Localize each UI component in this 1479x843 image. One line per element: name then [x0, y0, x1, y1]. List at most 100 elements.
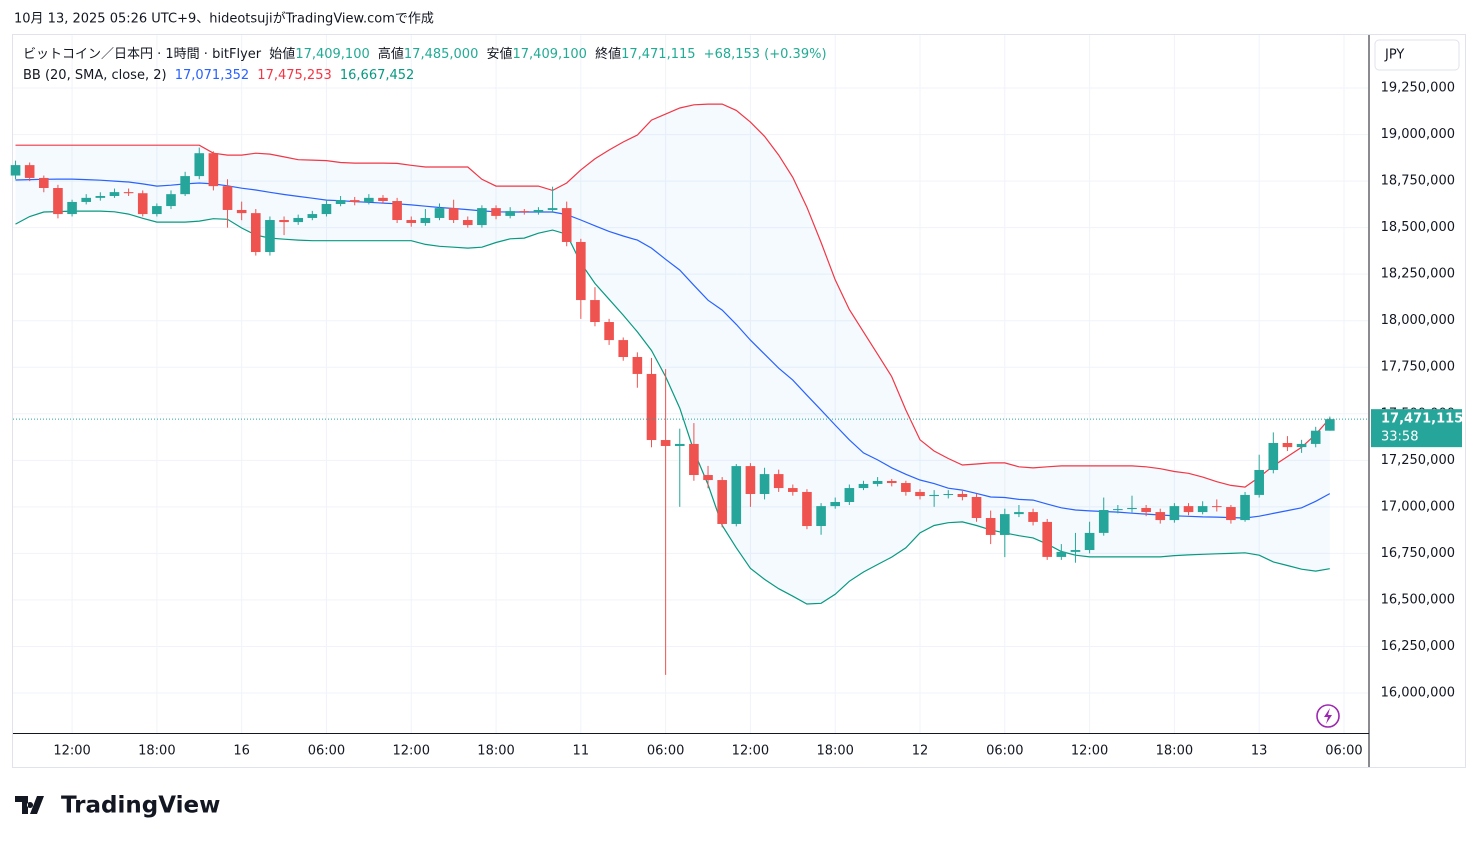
x-tick-label: 06:00 [308, 744, 345, 759]
candle-body [1183, 506, 1194, 513]
x-tick-label: 12:00 [732, 744, 769, 759]
x-tick-label: 12 [912, 744, 929, 759]
y-tick-label: 17,000,000 [1381, 499, 1455, 514]
candle-body [1268, 443, 1279, 470]
candle-body [1169, 506, 1180, 521]
legend-line: ビットコイン／日本円 · 1時間 · bitFlyer 始値 17,409,100… [23, 46, 827, 62]
candle-body [1282, 443, 1293, 448]
candle-body [307, 214, 318, 218]
candle-body [378, 197, 388, 202]
candle-body [434, 208, 445, 218]
change: +68,153 (+0.39%) [704, 47, 827, 62]
candle-body [1226, 507, 1236, 521]
open-label: 始値 [269, 46, 295, 62]
candle-body [646, 373, 657, 441]
last-price: 17,471,115 [1381, 412, 1463, 427]
lower: 16,667,452 [340, 68, 414, 83]
plot [10, 35, 1368, 733]
band-line [15, 178, 1331, 519]
candle-body [208, 153, 219, 187]
band-line [15, 103, 1331, 488]
candle-body [166, 194, 176, 207]
candle-body [1070, 550, 1081, 552]
candle-body [788, 488, 798, 492]
brand-logo [15, 796, 44, 814]
x-tick-label: 16 [233, 744, 250, 759]
x-tick-label: 13 [1251, 744, 1268, 759]
candle-body [660, 440, 671, 446]
x-tick-label: 06:00 [986, 744, 1023, 759]
y-tick-label: 16,250,000 [1381, 639, 1455, 654]
candle-body [1155, 512, 1166, 521]
candle-body [1056, 551, 1067, 557]
lightning-icon[interactable] [1316, 704, 1340, 728]
x-tick-label: 12:00 [53, 744, 90, 759]
candle-body [1197, 506, 1208, 513]
y-tick-label: 18,000,000 [1381, 313, 1455, 328]
candle-body [547, 208, 558, 210]
candle-body [10, 165, 21, 176]
candle-body [1254, 469, 1264, 495]
candle-body [24, 165, 35, 178]
candle-body [293, 217, 303, 223]
symbol: ビットコイン／日本円 · 1時間 · bitFlyer [23, 47, 262, 62]
y-tick-label: 17,750,000 [1381, 360, 1455, 375]
basis: 17,071,352 [175, 68, 249, 83]
candle-body [1211, 506, 1222, 508]
candle-body [505, 211, 515, 216]
candle-body [335, 200, 346, 205]
candle-body [95, 196, 106, 198]
band-fill [15, 104, 1330, 604]
y-tick-label: 18,500,000 [1381, 220, 1455, 235]
candle-body [1310, 430, 1321, 444]
candle-body [533, 209, 544, 213]
candle-body [858, 483, 869, 489]
low: 17,409,100 [513, 47, 587, 62]
chart-frame [12, 34, 1466, 768]
low-label: 安値 [486, 46, 512, 62]
candle-body [745, 466, 756, 495]
candle-body [349, 200, 360, 202]
candle-body [844, 488, 855, 503]
candle-body [703, 475, 713, 481]
candle-body [420, 217, 431, 223]
candle-body [448, 208, 459, 221]
x-tick-label: 12:00 [1071, 744, 1108, 759]
candle-body [802, 491, 812, 527]
candle-body [491, 208, 501, 216]
candle-body [1141, 507, 1151, 513]
candle-body [194, 153, 205, 177]
x-tick-label: 06:00 [1325, 744, 1362, 759]
candle-body [576, 241, 586, 301]
candle-body [604, 322, 614, 341]
candle-body [943, 494, 954, 496]
candle-body [1028, 512, 1038, 522]
x-tick-label: 06:00 [647, 744, 684, 759]
y-tick-label: 16,500,000 [1381, 592, 1455, 607]
candle-body [618, 340, 629, 358]
candle-body [1127, 507, 1137, 510]
candle-body [462, 220, 473, 226]
y-tick-label: 19,250,000 [1381, 81, 1455, 96]
candle-body [364, 197, 374, 202]
high: 17,485,000 [404, 47, 478, 62]
candle-body [123, 192, 134, 194]
band-line [15, 210, 1330, 605]
candle-body [1113, 509, 1123, 511]
y-tick-label: 16,000,000 [1381, 685, 1455, 700]
currency-button[interactable] [1374, 39, 1460, 71]
y-tick-label: 17,250,000 [1381, 453, 1455, 468]
candle-body [816, 506, 826, 527]
candle-body [1084, 532, 1095, 551]
candle-body [886, 480, 897, 484]
x-tick-label: 18:00 [477, 744, 514, 759]
indicator: BB (20, SMA, close, 2) [23, 68, 167, 83]
close-label: 終値 [595, 46, 621, 62]
candle-body [717, 480, 727, 524]
candle-body [81, 197, 92, 202]
currency[interactable]: JPY [1384, 48, 1404, 63]
candle-body [137, 193, 148, 215]
candle-body [406, 220, 417, 223]
candle-body [590, 300, 600, 323]
